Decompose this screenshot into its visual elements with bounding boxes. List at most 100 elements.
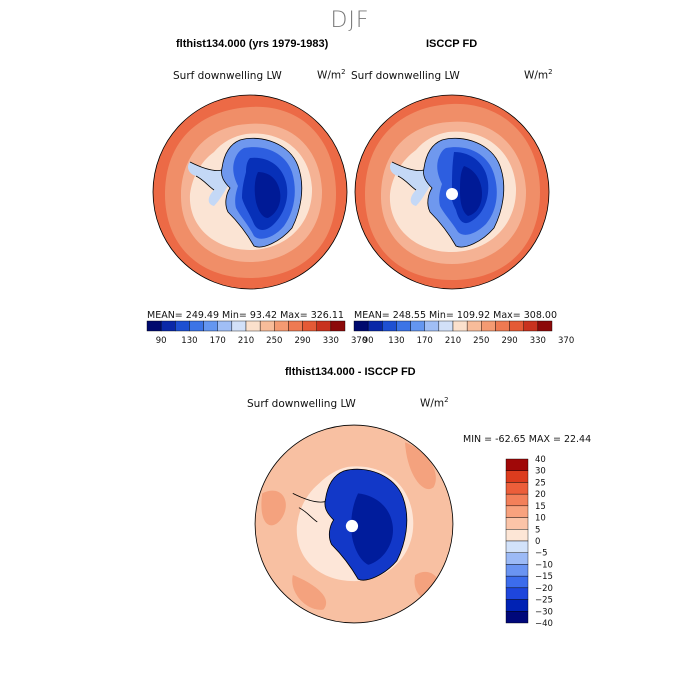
panel-3-colorbar-swatch xyxy=(505,552,529,565)
panel-3-colorbar-label: −15 xyxy=(535,572,553,582)
panel-3-colorbar-swatch xyxy=(505,505,529,518)
panel-3-colorbar-swatch xyxy=(505,458,529,471)
map-3-ocean-patch-c xyxy=(292,575,327,610)
map-3-coastline xyxy=(292,468,408,581)
panel-3-colorbar-label: 10 xyxy=(535,514,546,524)
panel-2-colorbar-tick-label: 330 xyxy=(530,336,546,346)
panel-1-colorbar-swatch xyxy=(259,320,275,332)
panel-3-colorbar-swatch xyxy=(505,517,529,530)
panel-2-colorbar-tick-label: 210 xyxy=(445,336,461,346)
panel-1-stats: MEAN= 249.49 Min= 93.42 Max= 326.11 xyxy=(147,310,344,321)
panel-1-colorbar-tick-label: 130 xyxy=(181,336,197,346)
panel-1-colorbar-tick-label: 250 xyxy=(266,336,282,346)
map-1-coastline xyxy=(189,137,303,248)
panel-3-colorbar-label: −20 xyxy=(535,584,553,594)
panel-2-colorbar-swatch xyxy=(466,320,482,332)
panel-1-colorbar-swatch xyxy=(245,320,261,332)
panel-3-colorbar-label: 30 xyxy=(535,467,546,477)
panel-3-colorbar-swatch xyxy=(505,493,529,507)
panel-2-title: ISCCP FD xyxy=(426,38,478,50)
panel-2-colorbar-swatch xyxy=(452,320,468,332)
panel-2-units-label: W/m2 xyxy=(524,68,553,82)
panel-3-colorbar-label: −10 xyxy=(535,560,553,570)
map-2-pole-mask xyxy=(446,188,458,200)
panel-2-colorbar-swatch xyxy=(509,320,524,332)
panel-2-colorbar-swatch xyxy=(353,320,369,332)
model-polar-map xyxy=(152,94,348,290)
panel-1-colorbar-swatch xyxy=(203,320,218,332)
season-title: DJF xyxy=(330,8,370,33)
map-1-peninsula xyxy=(188,162,228,206)
panel-3-variable-label: Surf downwelling LW xyxy=(247,398,356,410)
panel-1-colorbar: 90 130 170 210 250 290 330 370 xyxy=(146,320,367,346)
panel-1-colorbar-swatch xyxy=(302,320,317,332)
panel-1-colorbar-swatch xyxy=(316,320,332,332)
panel-1-colorbar-swatch xyxy=(231,320,247,332)
panel-3-colorbar-swatch xyxy=(505,599,529,612)
panel-3-colorbar-label: 40 xyxy=(535,455,546,465)
panel-2-colorbar-swatch xyxy=(424,320,440,332)
difference-polar-map xyxy=(254,424,454,624)
panel-1-colorbar-swatch xyxy=(160,320,176,332)
panel-2-colorbar-tick-label: 130 xyxy=(388,336,404,346)
panel-1-colorbar-tick-label: 210 xyxy=(238,336,254,346)
map-3-ocean-patch-a xyxy=(261,490,286,526)
map-2-coastline xyxy=(391,137,505,248)
panel-2-colorbar: 90 130 170 210 250 290 330 370 xyxy=(353,320,574,346)
panel-1-colorbar-tick-label: 370 xyxy=(351,336,367,346)
panel-2-colorbar-swatch xyxy=(537,320,553,332)
panel-2-colorbar-tick-label: 250 xyxy=(473,336,489,346)
panel-1-variable-label: Surf downwelling LW xyxy=(173,70,282,82)
panel-2-stats: MEAN= 248.55 Min= 109.92 Max= 308.00 xyxy=(354,310,558,321)
panel-3-units-label: W/m2 xyxy=(420,396,449,410)
panel-3-colorbar-label: −25 xyxy=(535,596,553,606)
panel-2-colorbar-swatch xyxy=(396,320,411,332)
panel-3-colorbar-label: −40 xyxy=(535,619,553,629)
panel-1-colorbar-tick-label: 290 xyxy=(294,336,310,346)
map-3-ocean-patch-b xyxy=(405,442,436,490)
panel-1-title: flthist134.000 (yrs 1979-1983) xyxy=(176,38,329,50)
panel-3-colorbar-swatch xyxy=(505,587,529,600)
panel-1-colorbar-swatch xyxy=(189,320,204,332)
panel-1-colorbar-swatch xyxy=(288,320,303,332)
panel-3-colorbar-swatch xyxy=(505,529,529,542)
panel-2-colorbar-swatch xyxy=(481,320,496,332)
panel-2-colorbar-tick-label: 90 xyxy=(363,336,374,346)
panel-2-colorbar-swatch xyxy=(495,320,510,332)
map-3-pole-mask xyxy=(345,519,359,533)
panel-2-colorbar-swatch xyxy=(523,320,539,332)
panel-2-variable-label: Surf downwelling LW xyxy=(351,70,460,82)
panel-3-colorbar-swatch xyxy=(505,564,529,577)
panel-1-colorbar-swatch xyxy=(330,320,346,332)
panel-3-colorbar-swatch xyxy=(505,575,529,589)
panel-3-colorbar-label: 0 xyxy=(535,537,540,547)
panel-1-colorbar-swatch xyxy=(217,320,233,332)
panel-1-colorbar-tick-label: 90 xyxy=(156,336,167,346)
panel-3-colorbar-swatch xyxy=(505,540,529,553)
panel-2-colorbar-swatch xyxy=(438,320,454,332)
panel-1-colorbar-swatch xyxy=(274,320,289,332)
panel-3-colorbar-swatch xyxy=(505,470,529,483)
panel-3-colorbar-label: 5 xyxy=(535,525,540,535)
panel-3-colorbar-label: 20 xyxy=(535,490,546,500)
panel-2-colorbar-swatch xyxy=(382,320,397,332)
panel-2-colorbar-tick-label: 370 xyxy=(558,336,574,346)
map-3-antarctica-deep xyxy=(351,493,393,565)
panel-3-colorbar-label: 25 xyxy=(535,478,546,488)
panel-1-units-label: W/m2 xyxy=(317,68,346,82)
panel-1-colorbar-tick-label: 170 xyxy=(210,336,226,346)
panel-3-stats: MIN = -62.65 MAX = 22.44 xyxy=(463,434,592,445)
panel-3-colorbar-label: 15 xyxy=(535,502,546,512)
panel-1-colorbar-swatch xyxy=(175,320,190,332)
map-2-peninsula xyxy=(390,162,430,206)
observation-polar-map xyxy=(354,94,550,290)
panel-2-colorbar-swatch xyxy=(367,320,383,332)
panel-2-colorbar-tick-label: 290 xyxy=(501,336,517,346)
panel-1-colorbar-swatch xyxy=(146,320,162,332)
panel-2-colorbar-tick-label: 170 xyxy=(417,336,433,346)
panel-3-colorbar-swatch xyxy=(505,611,529,624)
panel-2-colorbar-swatch xyxy=(410,320,425,332)
panel-3-colorbar-label: −30 xyxy=(535,607,553,617)
panel-1-colorbar-tick-label: 330 xyxy=(323,336,339,346)
